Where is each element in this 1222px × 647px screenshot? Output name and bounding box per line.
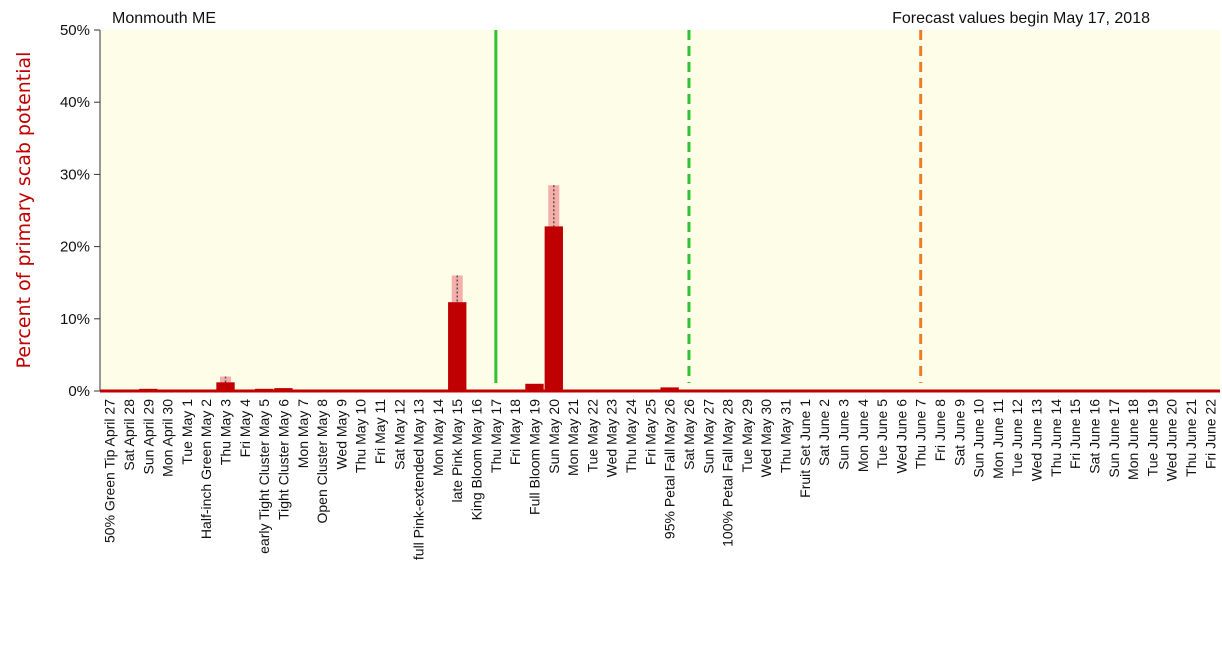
x-tick-label: Thu June 7 xyxy=(913,399,929,469)
x-tick-label: Mon May 21 xyxy=(565,399,581,476)
x-tick-label: Tue May 1 xyxy=(179,399,195,465)
x-tick-label: Mon June 11 xyxy=(990,399,1006,479)
x-tick-label: Mon May 7 xyxy=(295,399,311,468)
x-tick-label: Thu May 31 xyxy=(778,399,794,473)
x-tick-label: Fri May 25 xyxy=(642,399,658,465)
data-bar xyxy=(525,383,544,391)
x-tick-label: Tight Cluster May 6 xyxy=(275,399,291,520)
x-tick-label: Sat May 26 xyxy=(681,399,697,470)
x-tick-label: Tue June 5 xyxy=(874,399,890,469)
x-tick-label: Sat June 9 xyxy=(951,399,967,466)
x-tick-label: Tue June 19 xyxy=(1144,399,1160,477)
x-tick-label: Sun June 10 xyxy=(971,399,987,478)
x-tick-label: Mon April 30 xyxy=(160,399,176,477)
x-tick-label: Wed June 13 xyxy=(1029,399,1045,481)
x-tick-label: Thu June 21 xyxy=(1183,399,1199,477)
x-tick-label: Tue May 29 xyxy=(739,399,755,473)
x-tick-label: Sun May 20 xyxy=(546,399,562,474)
x-tick-label: Wed May 9 xyxy=(333,399,349,470)
x-tick-label: Wed June 6 xyxy=(893,399,909,474)
x-tick-label: Mon June 18 xyxy=(1125,399,1141,480)
x-tick-label: 100% Petal Fall May 28 xyxy=(720,399,736,547)
x-tick-label: Fri June 22 xyxy=(1202,399,1218,469)
x-tick-label: Sat April 28 xyxy=(121,399,137,471)
x-tick-label: 50% Green Tip April 27 xyxy=(102,399,118,543)
x-tick-label: full Pink-extended May 13 xyxy=(411,399,427,560)
x-tick-label: Fri June 15 xyxy=(1067,399,1083,469)
forecast-note: Forecast values begin May 17, 2018 xyxy=(892,10,1150,27)
x-tick-label: Mon May 14 xyxy=(430,399,446,476)
x-tick-label: Tue June 12 xyxy=(1009,399,1025,477)
x-tick-label: Mon June 4 xyxy=(855,399,871,472)
location-title: Monmouth ME xyxy=(112,10,216,27)
data-bar xyxy=(544,226,563,391)
x-tick-label: Fri May 4 xyxy=(237,399,253,458)
x-tick-label: Fri May 18 xyxy=(507,399,523,465)
marker-lines xyxy=(494,30,923,383)
x-tick-label: Sat May 12 xyxy=(391,399,407,470)
y-tick-label: 30% xyxy=(60,166,90,183)
x-tick-label: Thu May 10 xyxy=(353,399,369,473)
x-tick-label: Open Cluster May 8 xyxy=(314,399,330,524)
x-tick-label: Sun April 29 xyxy=(140,399,156,475)
bar-series xyxy=(139,185,679,391)
x-tick-label: Thu May 24 xyxy=(623,399,639,473)
data-bar xyxy=(216,382,235,391)
x-tick-label: Thu June 14 xyxy=(1048,399,1064,477)
x-tick-label: Half-inch Green May 2 xyxy=(198,399,214,539)
y-tick-label: 50% xyxy=(60,22,90,39)
x-tick-label: Sat June 16 xyxy=(1086,399,1102,474)
x-tick-label: Wed May 30 xyxy=(758,399,774,478)
x-tick-label: Thu May 3 xyxy=(218,399,234,465)
x-tick-label: Fruit Set June 1 xyxy=(797,399,813,498)
x-tick-label: Sat June 2 xyxy=(816,399,832,466)
x-tick-label: early Tight Cluster May 5 xyxy=(256,399,272,554)
x-tick-label: Wed June 20 xyxy=(1164,399,1180,481)
plot-background xyxy=(100,30,1220,391)
data-bar xyxy=(660,387,679,391)
data-bar xyxy=(448,302,467,391)
x-tick-label: Thu May 17 xyxy=(488,399,504,473)
y-tick-label: 40% xyxy=(60,94,90,111)
x-tick-label: Fri May 11 xyxy=(372,399,388,464)
x-tick-label: Sun June 17 xyxy=(1106,399,1122,478)
x-tick-label: Full Bloom May 19 xyxy=(526,399,542,515)
y-tick-label: 0% xyxy=(68,383,90,400)
x-tick-label: King Bloom May 16 xyxy=(469,399,485,521)
x-tick-label: Sun June 3 xyxy=(835,399,851,470)
x-tick-label: late Pink May 15 xyxy=(449,399,465,503)
y-axis-ticks: 0% 10% 20% 30% 40% 50% xyxy=(60,22,100,400)
x-axis-ticks: 50% Green Tip April 27 Sat April 28 Sun Ap… xyxy=(102,399,1219,560)
y-tick-label: 10% xyxy=(60,311,90,328)
x-tick-label: Fri June 8 xyxy=(932,399,948,461)
y-axis-label: Percent of primary scab potential xyxy=(13,52,35,369)
x-tick-label: 95% Petal Fall May 26 xyxy=(662,399,678,539)
x-tick-label: Wed May 23 xyxy=(604,399,620,478)
x-tick-label: Sun May 27 xyxy=(700,399,716,474)
x-tick-label: Tue May 22 xyxy=(584,399,600,473)
y-tick-label: 20% xyxy=(60,239,90,256)
